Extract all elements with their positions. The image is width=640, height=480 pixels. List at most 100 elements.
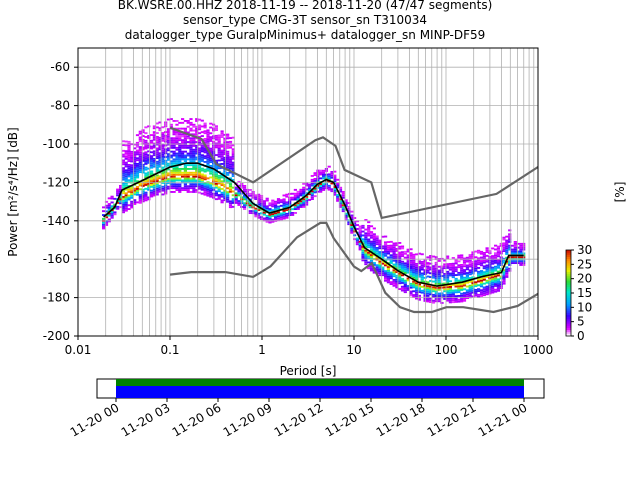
density-cell	[135, 165, 140, 167]
density-cell	[203, 176, 207, 179]
density-cell	[124, 140, 128, 143]
density-cell	[226, 137, 230, 140]
density-cell	[443, 276, 447, 279]
density-cell	[310, 196, 314, 199]
density-cell	[259, 202, 264, 205]
density-cell	[468, 271, 472, 274]
density-cell	[369, 248, 374, 251]
density-cell	[378, 262, 382, 265]
density-cell	[124, 205, 128, 208]
density-cell	[395, 257, 399, 260]
density-cell	[268, 204, 272, 207]
density-cell	[262, 207, 266, 210]
colorbar-tick-label: 5	[577, 315, 585, 329]
density-cell	[417, 291, 421, 293]
density-cell	[398, 274, 402, 277]
density-cell	[276, 207, 281, 210]
density-cell	[457, 264, 461, 267]
density-cell	[257, 193, 261, 196]
density-cell	[429, 293, 433, 296]
density-cell	[186, 145, 190, 147]
density-cell	[192, 154, 196, 157]
density-cell	[124, 209, 128, 212]
density-cell	[172, 185, 176, 188]
density-cell	[217, 151, 221, 154]
density-cell	[217, 163, 221, 166]
density-cell	[398, 276, 402, 279]
density-cell	[214, 190, 218, 193]
density-cell	[189, 123, 193, 126]
density-cell	[471, 251, 475, 254]
density-cell	[265, 199, 269, 202]
density-cell	[133, 193, 137, 196]
density-cell	[369, 246, 374, 249]
density-cell	[451, 297, 455, 300]
density-cell	[369, 244, 374, 247]
density-cell	[116, 194, 120, 197]
density-cell	[502, 242, 506, 245]
density-cell	[420, 274, 424, 277]
density-cell	[338, 200, 343, 203]
density-cell	[226, 147, 230, 149]
density-cell	[282, 200, 286, 203]
density-cell	[305, 192, 309, 195]
density-cell	[485, 272, 489, 275]
density-cell	[257, 214, 261, 217]
density-cell	[186, 175, 190, 178]
density-cell	[462, 294, 467, 296]
density-cell	[322, 187, 326, 189]
density-cell	[189, 152, 193, 155]
density-cell	[322, 173, 326, 176]
density-cell	[313, 189, 317, 192]
density-cell	[175, 123, 179, 126]
density-cell	[257, 209, 261, 211]
density-cell	[102, 217, 106, 220]
density-cell	[364, 257, 368, 260]
density-cell	[257, 212, 261, 215]
density-cell	[372, 262, 376, 264]
density-cell	[392, 256, 396, 258]
density-cell	[116, 205, 120, 208]
density-cell	[485, 264, 489, 267]
density-cell	[279, 204, 283, 207]
density-cell	[127, 204, 131, 207]
density-cell	[293, 208, 297, 210]
density-cell	[135, 201, 140, 204]
density-cell	[415, 284, 419, 287]
colorbar-segment	[566, 269, 571, 272]
density-cell	[155, 178, 159, 181]
density-cell	[296, 194, 300, 197]
density-cell	[135, 143, 140, 146]
density-cell	[135, 186, 140, 188]
density-cell	[406, 265, 410, 268]
density-cell	[457, 273, 461, 276]
density-cell	[200, 125, 204, 128]
density-cell	[406, 269, 410, 272]
density-cell	[127, 150, 131, 153]
density-cell	[259, 197, 264, 199]
density-cell	[364, 240, 368, 242]
colorbar-tick-label: 20	[577, 272, 592, 286]
density-cell	[189, 187, 193, 190]
density-cell	[161, 149, 165, 152]
density-cell	[141, 167, 145, 170]
density-cell	[166, 118, 171, 121]
density-cell	[468, 254, 472, 256]
density-cell	[350, 216, 354, 219]
density-cell	[144, 132, 148, 135]
density-cell	[147, 179, 151, 182]
density-cell	[457, 279, 461, 282]
colorbar-segment	[566, 331, 571, 335]
density-cell	[510, 244, 515, 247]
density-cell	[429, 255, 433, 257]
density-cell	[186, 146, 190, 149]
density-cell	[400, 262, 405, 265]
density-cell	[178, 191, 182, 193]
density-cell	[395, 267, 399, 270]
density-cell	[369, 256, 374, 258]
density-cell	[386, 246, 390, 249]
density-cell	[178, 162, 182, 165]
density-cell	[465, 272, 469, 274]
density-cell	[124, 173, 128, 176]
density-cell	[457, 283, 461, 286]
